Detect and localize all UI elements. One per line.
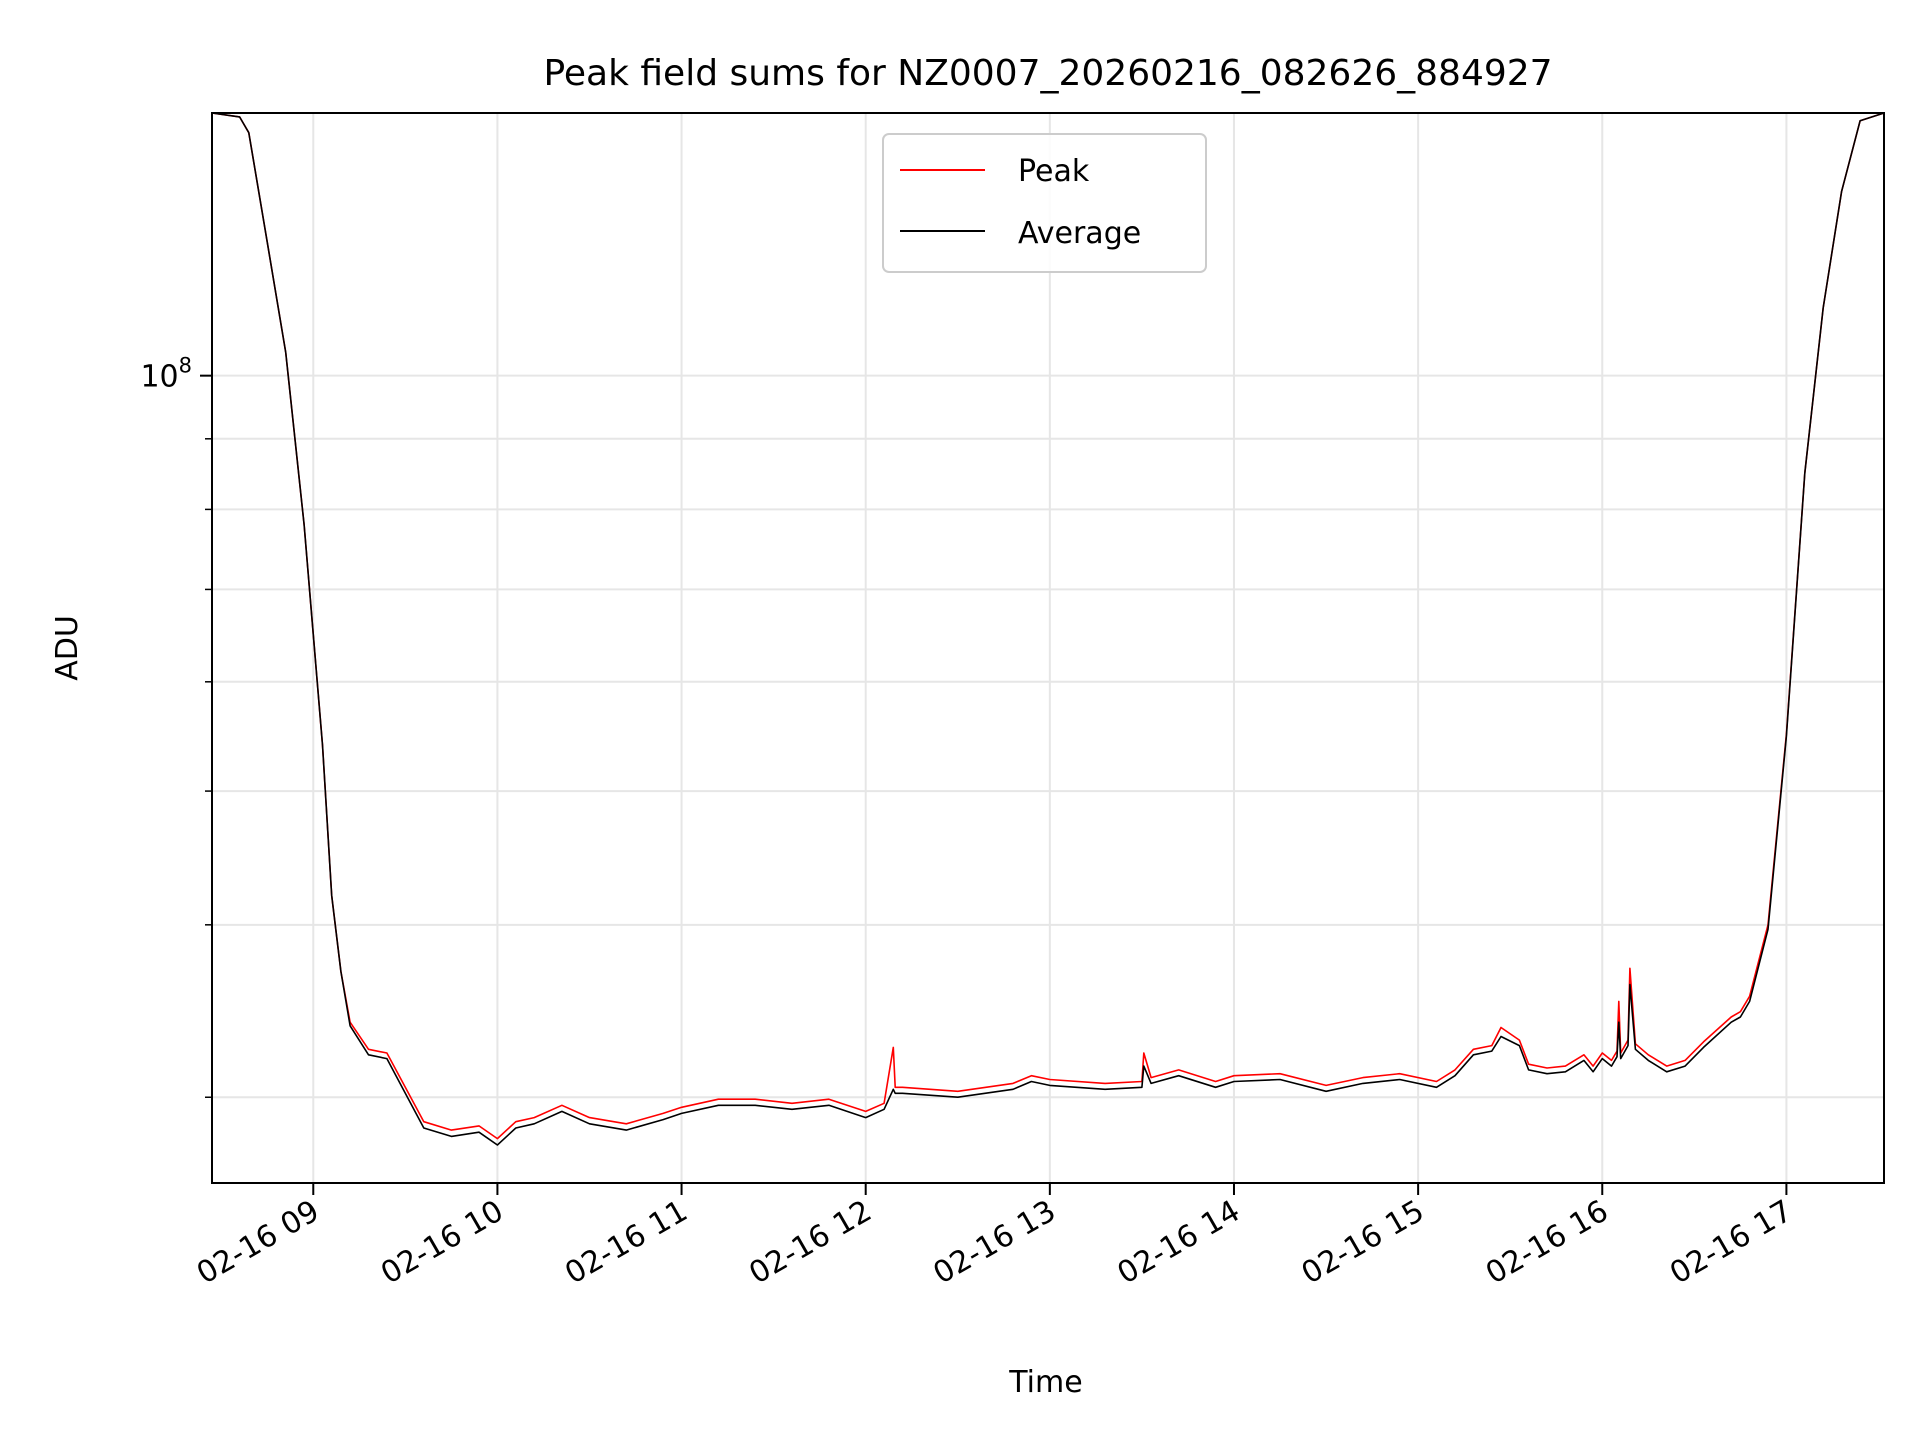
chart-title: Peak field sums for NZ0007_20260216_0826… — [543, 53, 1552, 94]
plot-frame — [211, 112, 1885, 1184]
y-axis: 108 — [140, 354, 212, 1098]
series-line-average — [211, 112, 1885, 1146]
legend-box — [882, 133, 1207, 273]
y-tick-label-exponent: 8 — [179, 354, 192, 378]
y-tick-label-base: 10 — [140, 360, 178, 395]
series-line-peak — [211, 112, 1885, 1140]
legend: Peak Average — [882, 133, 1207, 273]
y-axis-label: ADU — [50, 615, 85, 681]
legend-label-peak: Peak — [1018, 154, 1090, 189]
grid-lines — [212, 113, 1884, 1183]
legend-label-average: Average — [1018, 216, 1141, 251]
x-axis-label: Time — [1008, 1365, 1082, 1400]
plot-lines — [211, 112, 1885, 1146]
y-tick-label: 108 — [140, 354, 192, 395]
